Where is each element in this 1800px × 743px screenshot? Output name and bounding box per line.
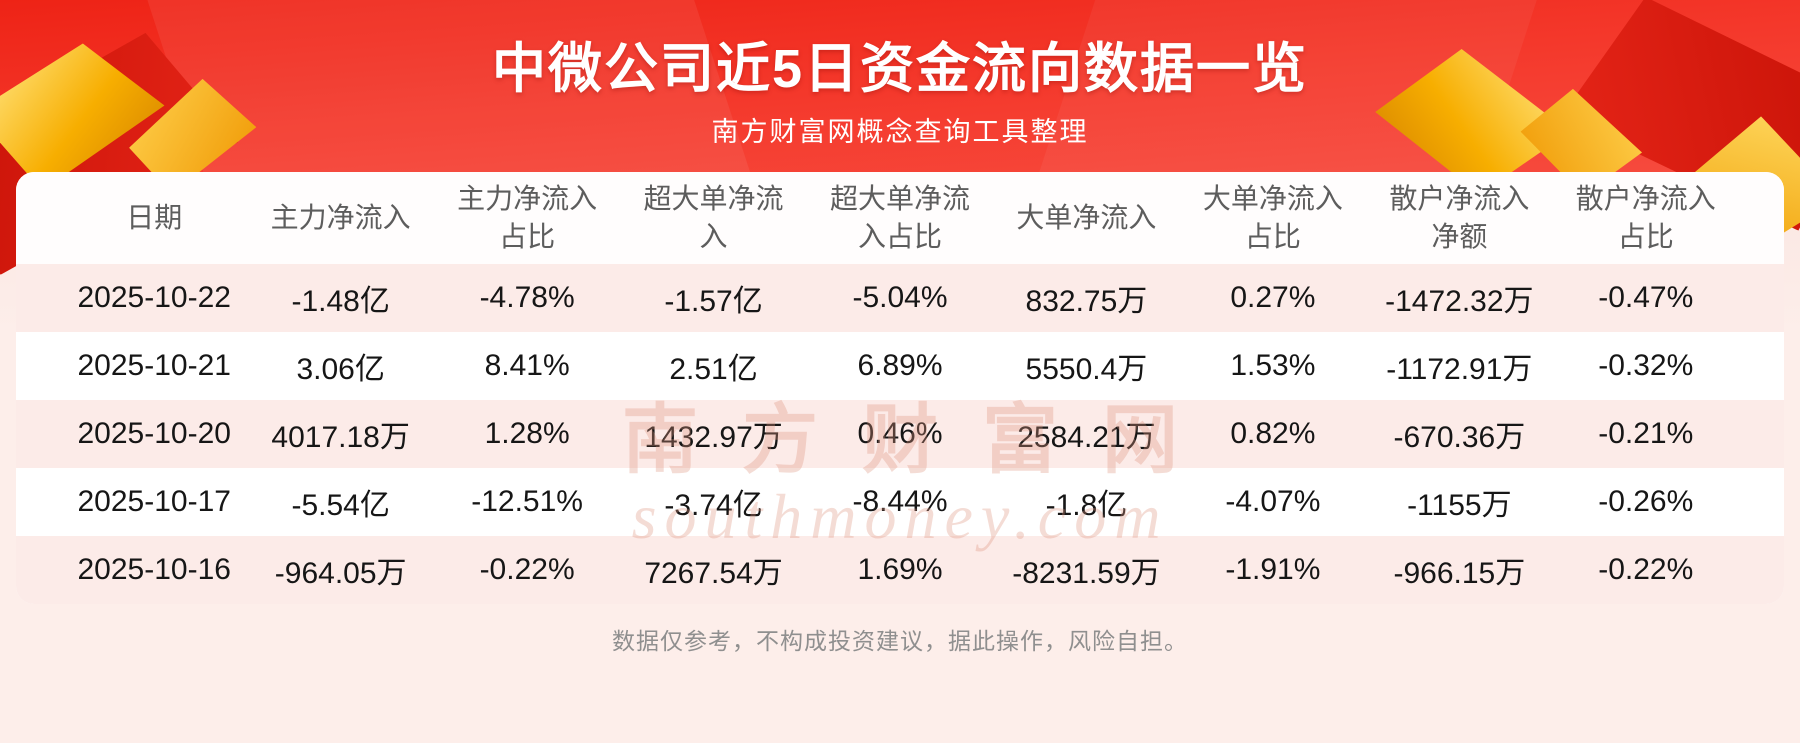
table-cell: 6.89% <box>857 349 943 382</box>
table-cell: 2025-10-16 <box>77 553 231 586</box>
table-cell: -1155万 <box>1407 489 1512 522</box>
table-cell: -0.22% <box>1598 553 1694 586</box>
table-header-cell: 主力净流入 <box>270 202 411 234</box>
table-cell: 2584.21万 <box>1017 421 1156 454</box>
fund-flow-table: 日期 主力净流入 主力净流入占比 超大单净流入 超大单净流入占比 大单净流入 大单净流入占比… <box>16 172 1784 604</box>
table-header-cell: 超大单净流入占比 <box>829 183 970 252</box>
page-subtitle: 南方财富网概念查询工具整理 <box>711 117 1089 147</box>
table-cell: 1.28% <box>484 417 570 450</box>
table-cell: -964.05万 <box>274 557 407 590</box>
table-cell: -12.51% <box>471 485 583 518</box>
table-row: 2025-10-22 -1.48亿 -4.78% -1.57亿 -5.04% 832.75… <box>16 264 1784 332</box>
banner-background <box>0 0 1800 532</box>
table-cell: -1.8亿 <box>1045 489 1128 522</box>
table-cell: -0.21% <box>1598 417 1694 450</box>
table-cell: -0.26% <box>1598 485 1694 518</box>
table-cell: -4.78% <box>479 281 575 314</box>
table-cell: 7267.54万 <box>644 557 783 590</box>
table-row: 2025-10-20 4017.18万 1.28% 1432.97万 0.46% 2584… <box>16 400 1784 468</box>
disclaimer: 数据仅参考，不构成投资建议，据此操作，风险自担。 <box>612 628 1188 654</box>
table-header-cell: 日期 <box>126 202 183 234</box>
table-cell: 8.41% <box>484 349 570 382</box>
table-cell: -3.74亿 <box>664 489 763 522</box>
table-cell: -1172.91万 <box>1386 353 1533 386</box>
table-cell: -1.48亿 <box>291 285 390 318</box>
table-cell: 832.75万 <box>1025 285 1148 318</box>
table-cell: -1.57亿 <box>664 285 763 318</box>
table-cell: -5.04% <box>852 281 948 314</box>
page-title: 中微公司近5日资金流向数据一览 <box>491 39 1309 99</box>
table-cell: 5550.4万 <box>1025 353 1148 386</box>
table-row: 2025-10-16 -964.05万 -0.22% 7267.54万 1.69% -82… <box>16 536 1784 604</box>
table-cell: 1.69% <box>857 553 943 586</box>
table-header-cell: 散户净流入净额 <box>1389 183 1530 252</box>
table-cell: 1432.97万 <box>644 421 783 454</box>
table-header-cell: 散户净流入占比 <box>1575 183 1716 252</box>
table-cell: 2025-10-17 <box>77 485 231 518</box>
table-header-row: 日期 主力净流入 主力净流入占比 超大单净流入 超大单净流入占比 大单净流入 大单净流入占比… <box>16 172 1784 264</box>
table-row: 2025-10-21 3.06亿 8.41% 2.51亿 6.89% 5550.4万 1.5… <box>16 332 1784 400</box>
table-header-cell: 主力净流入占比 <box>457 183 598 252</box>
table-cell: 2025-10-22 <box>77 281 231 314</box>
table-cell: -966.15万 <box>1393 557 1526 590</box>
table-header-cell: 大单净流入 <box>1016 202 1157 234</box>
table-cell: -0.22% <box>479 553 575 586</box>
table-cell: -8.44% <box>852 485 948 518</box>
table-cell: -8231.59万 <box>1012 557 1161 590</box>
table-header-cell: 超大单净流入 <box>643 183 784 252</box>
table-cell: -0.32% <box>1598 349 1694 382</box>
table-body: 2025-10-22 -1.48亿 -4.78% -1.57亿 -5.04% 832.75… <box>16 264 1784 604</box>
table-cell: -4.07% <box>1225 485 1321 518</box>
table-cell: 3.06亿 <box>296 353 385 386</box>
table-cell: -5.54亿 <box>291 489 390 522</box>
table-cell: 2.51亿 <box>669 353 758 386</box>
table-cell: -1.91% <box>1225 553 1321 586</box>
table-cell: -670.36万 <box>1393 421 1526 454</box>
table-cell: -1472.32万 <box>1385 285 1534 318</box>
table-cell: 4017.18万 <box>271 421 410 454</box>
table-cell: 0.82% <box>1230 417 1316 450</box>
table-cell: 0.27% <box>1230 281 1316 314</box>
table-cell: 0.46% <box>857 417 943 450</box>
table-cell: 2025-10-21 <box>77 349 231 382</box>
table-cell: -0.47% <box>1598 281 1694 314</box>
table-header-cell: 大单净流入占比 <box>1202 183 1343 252</box>
table-cell: 2025-10-20 <box>77 417 231 450</box>
table-row: 2025-10-17 -5.54亿 -12.51% -3.74亿 -8.44% -1.8亿… <box>16 468 1784 536</box>
table-cell: 1.53% <box>1230 349 1316 382</box>
